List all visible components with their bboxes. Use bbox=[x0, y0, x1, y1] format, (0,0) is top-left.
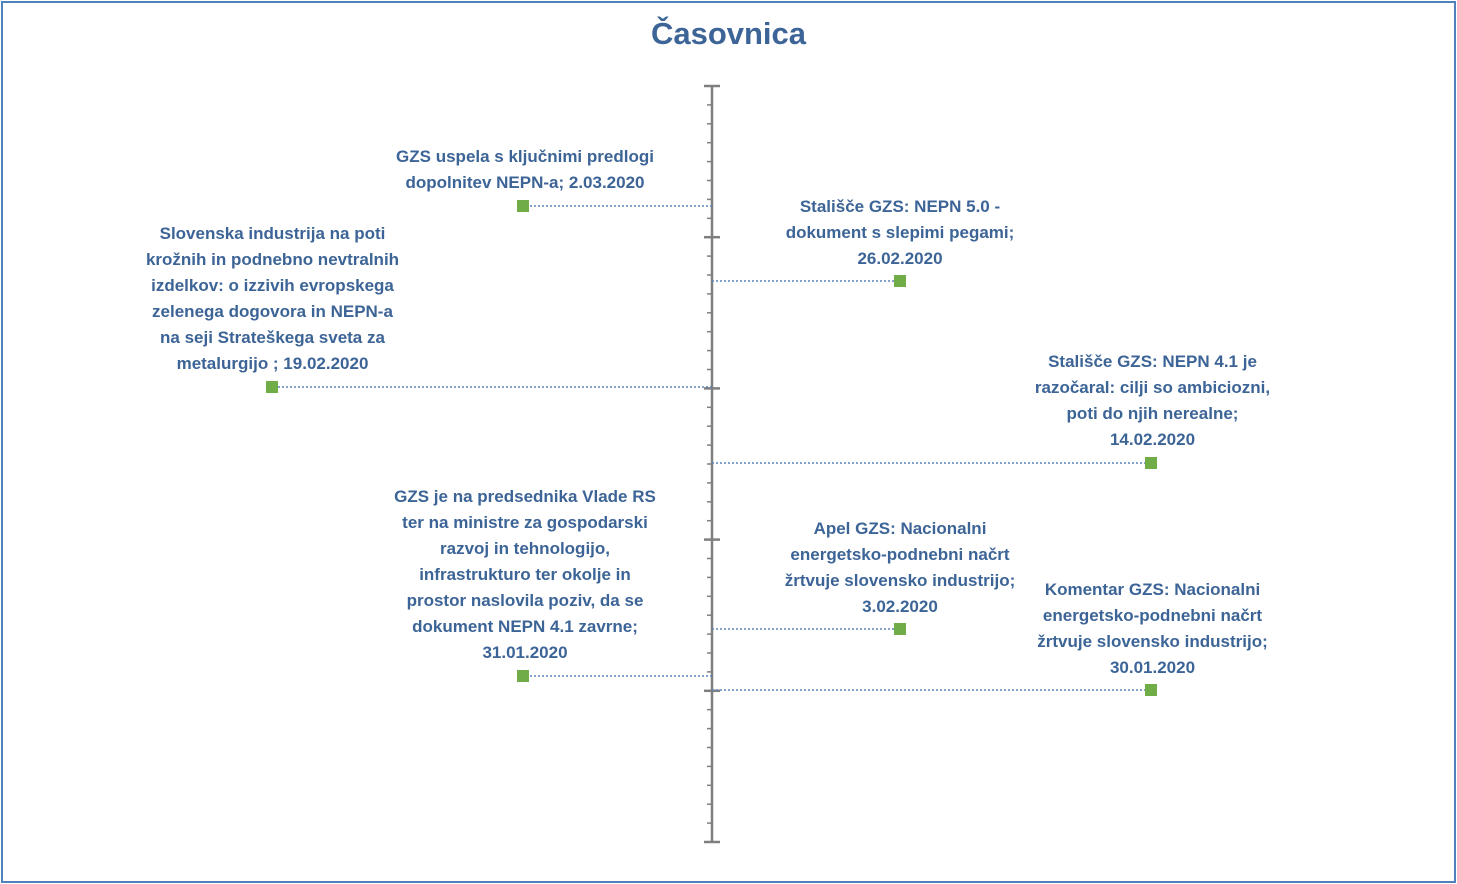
page-title: Časovnica bbox=[650, 16, 807, 51]
event-label: Apel GZS: Nacionalni energetsko-podnebni… bbox=[784, 519, 1016, 616]
event-label: GZS uspela s ključnimi predlogi dopolnit… bbox=[396, 147, 654, 192]
event-label: Stališče GZS: NEPN 5.0 - dokument s slep… bbox=[785, 197, 1015, 268]
event-marker bbox=[894, 623, 906, 635]
event-marker bbox=[517, 670, 529, 682]
event-marker bbox=[1145, 457, 1157, 469]
event-marker bbox=[266, 381, 278, 393]
event-label: Stališče GZS: NEPN 4.1 je razočaral: cil… bbox=[1034, 352, 1271, 449]
event-marker bbox=[894, 275, 906, 287]
event-marker bbox=[517, 200, 529, 212]
event-label: Slovenska industrija na poti krožnih in … bbox=[145, 224, 400, 373]
event-marker bbox=[1145, 684, 1157, 696]
event-label: GZS je na predsednika Vlade RS ter na mi… bbox=[394, 487, 656, 662]
event-label: Komentar GZS: Nacionalni energetsko-podn… bbox=[1037, 580, 1268, 677]
